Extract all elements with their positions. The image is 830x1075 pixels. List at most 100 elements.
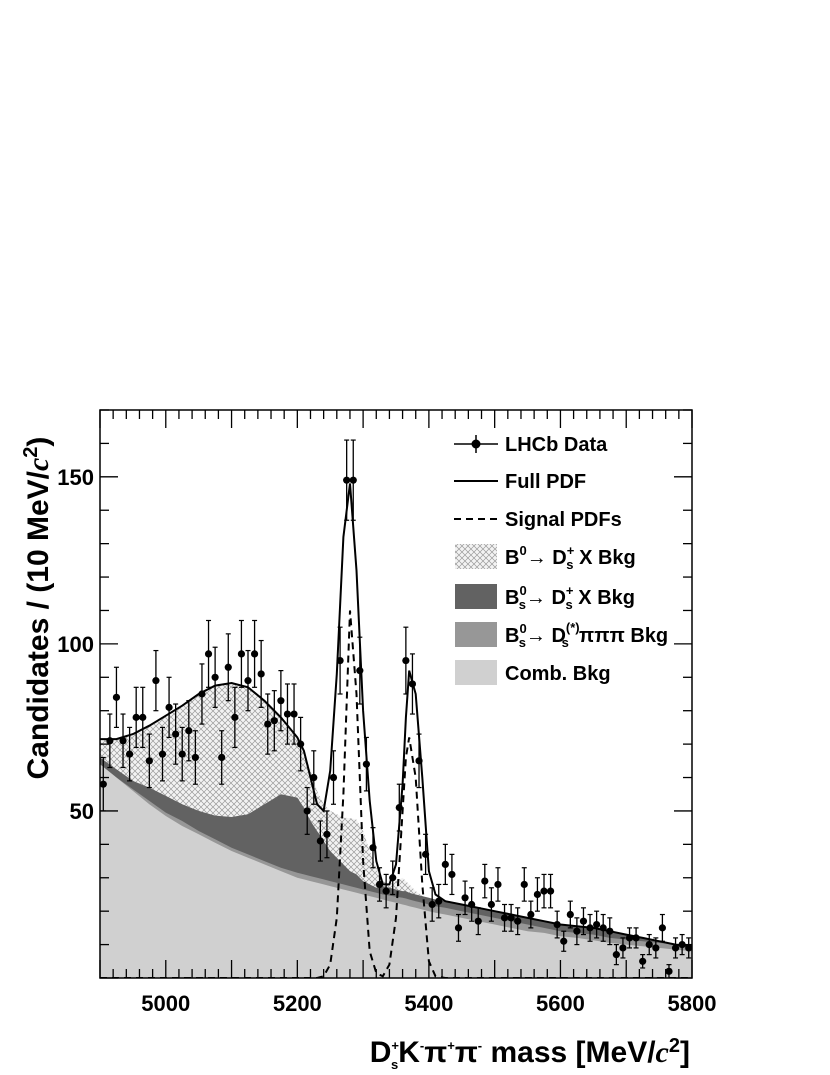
data-point bbox=[553, 910, 561, 939]
data-point bbox=[126, 726, 134, 782]
data-point bbox=[297, 716, 305, 772]
data-point bbox=[593, 910, 601, 939]
data-point bbox=[441, 843, 449, 886]
data-point bbox=[527, 900, 535, 929]
data-point bbox=[119, 713, 127, 769]
data-point bbox=[224, 633, 232, 702]
legend-label-bspipipi-bkg: B0 s→ D(*) s πππ Bkg bbox=[505, 620, 668, 650]
data-point bbox=[270, 690, 278, 752]
data-point bbox=[599, 913, 607, 942]
x-tick-label: 5400 bbox=[404, 991, 453, 1016]
legend-item-bs-bkg: B0 s→ D+ s X Bkg bbox=[455, 583, 635, 612]
plot-frame bbox=[99, 409, 693, 979]
legend-label-full-pdf: Full PDF bbox=[505, 471, 586, 493]
data-point bbox=[533, 877, 542, 912]
data-point bbox=[106, 713, 114, 769]
data-point bbox=[540, 873, 548, 909]
data-point bbox=[606, 917, 614, 946]
data-point bbox=[395, 783, 403, 832]
data-point bbox=[264, 693, 272, 755]
data-point bbox=[494, 867, 502, 902]
data-point bbox=[428, 887, 436, 922]
data-point bbox=[375, 867, 384, 902]
y-tick-label: 100 bbox=[57, 632, 94, 657]
legend-label-comb-bkg: Comb. Bkg bbox=[505, 663, 611, 685]
data-point bbox=[402, 626, 410, 695]
data-point bbox=[514, 907, 522, 936]
data-point bbox=[237, 619, 246, 688]
legend-item-full-pdf: Full PDF bbox=[454, 471, 586, 493]
x-tick-label: 5600 bbox=[536, 991, 585, 1016]
data-point bbox=[566, 900, 574, 929]
data-point bbox=[435, 883, 443, 919]
data-point bbox=[408, 653, 417, 715]
data-point bbox=[231, 686, 239, 749]
data-point bbox=[487, 887, 495, 922]
data-point bbox=[112, 666, 121, 729]
data-point bbox=[658, 913, 667, 942]
data-point bbox=[145, 733, 153, 789]
data-point bbox=[362, 736, 370, 792]
data-point bbox=[468, 887, 476, 922]
signal-pdf-curve bbox=[100, 610, 692, 978]
y-axis-title: Candidates / (10 MeV/c2) bbox=[20, 437, 55, 780]
legend: LHCb Data Full PDF Signal PDFs B0→ D+ s X… bbox=[454, 434, 668, 685]
data-point bbox=[652, 937, 660, 959]
legend-label-signal-pdfs: Signal PDFs bbox=[505, 509, 622, 531]
data-point bbox=[665, 964, 673, 978]
data-point bbox=[244, 649, 252, 712]
data-point bbox=[625, 927, 634, 949]
data-point bbox=[250, 619, 259, 688]
area-comb-bkg bbox=[100, 764, 692, 978]
data-point bbox=[481, 863, 489, 899]
data-point bbox=[204, 619, 213, 688]
data-point bbox=[415, 733, 423, 789]
data-point bbox=[520, 867, 528, 902]
y-tick-label: 50 bbox=[70, 799, 94, 824]
data-point bbox=[310, 750, 318, 805]
data-point bbox=[619, 937, 627, 959]
data-point bbox=[211, 646, 219, 708]
data-point bbox=[369, 827, 377, 869]
data-point bbox=[218, 730, 226, 785]
data-point bbox=[422, 833, 430, 876]
data-point bbox=[573, 917, 581, 946]
legend-item-data: LHCb Data bbox=[454, 434, 608, 456]
data-point bbox=[185, 700, 193, 762]
legend-label-bs-bkg: B0 s→ D+ s X Bkg bbox=[505, 583, 635, 612]
x-tick-label: 5000 bbox=[141, 991, 190, 1016]
data-point bbox=[560, 930, 568, 952]
data-point bbox=[191, 730, 199, 785]
data-point bbox=[389, 860, 397, 896]
legend-label-b0-bkg: B0→ D+ s X Bkg bbox=[505, 543, 636, 572]
data-point bbox=[198, 663, 206, 725]
data-point bbox=[382, 873, 390, 909]
data-point bbox=[685, 937, 692, 959]
data-point bbox=[343, 439, 351, 521]
data-point bbox=[586, 913, 594, 942]
data-point bbox=[507, 903, 515, 932]
data-point bbox=[639, 954, 647, 969]
data-point bbox=[165, 676, 173, 739]
x-axis-title: D+ sK-π+π- mass [MeV/c2] bbox=[370, 1035, 690, 1072]
data-point bbox=[323, 810, 331, 859]
data-point bbox=[461, 880, 469, 916]
data-point bbox=[579, 907, 588, 936]
legend-label-data: LHCb Data bbox=[505, 434, 608, 456]
data-point bbox=[349, 439, 357, 521]
y-tick-label: 150 bbox=[57, 465, 94, 490]
data-point bbox=[283, 683, 292, 745]
data-point bbox=[277, 670, 285, 732]
legend-item-b0-bkg: B0→ D+ s X Bkg bbox=[455, 543, 636, 572]
data-point bbox=[139, 686, 147, 749]
data-point bbox=[500, 903, 509, 932]
data-point bbox=[678, 933, 686, 956]
data-point bbox=[303, 786, 311, 835]
data-point bbox=[316, 820, 324, 862]
data-point bbox=[474, 907, 482, 936]
data-point bbox=[546, 873, 555, 909]
data-point bbox=[336, 626, 344, 695]
data-point bbox=[172, 703, 180, 765]
x-tick-label: 5200 bbox=[273, 991, 322, 1016]
